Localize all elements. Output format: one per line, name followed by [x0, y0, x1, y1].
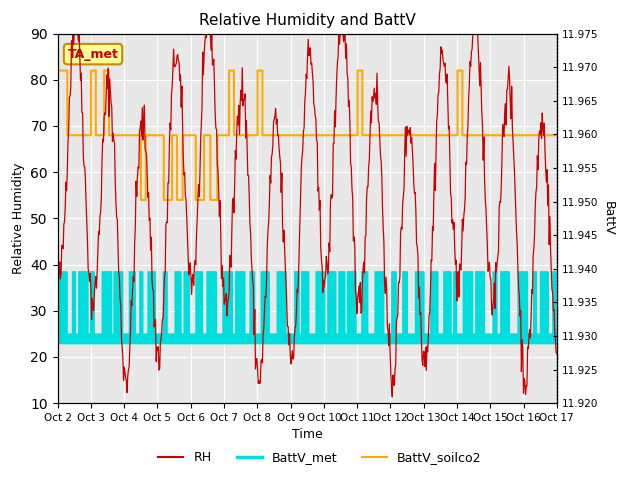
Text: TA_met: TA_met: [68, 48, 118, 60]
Y-axis label: BattV: BattV: [602, 201, 615, 236]
Y-axis label: Relative Humidity: Relative Humidity: [12, 163, 25, 274]
X-axis label: Time: Time: [292, 429, 323, 442]
Title: Relative Humidity and BattV: Relative Humidity and BattV: [199, 13, 415, 28]
Legend: RH, BattV_met, BattV_soilco2: RH, BattV_met, BattV_soilco2: [154, 446, 486, 469]
